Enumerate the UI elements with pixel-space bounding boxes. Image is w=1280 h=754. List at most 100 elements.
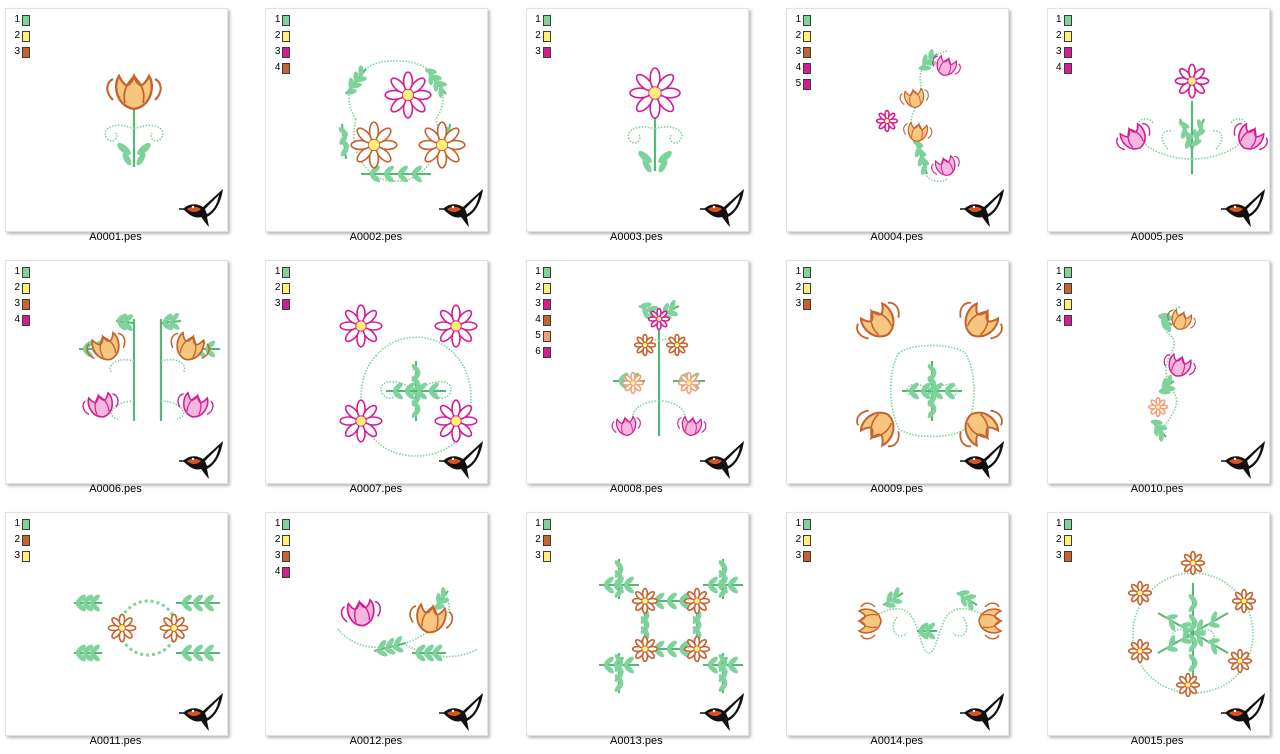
embroidery-design-preview [856, 301, 1004, 448]
thread-color-list: 1 2 3 4 [272, 12, 291, 76]
embroidery-thumbnail[interactable]: 1 2 3 [525, 512, 749, 736]
thread-color-chip [542, 534, 551, 546]
thread-color-chip [22, 30, 30, 42]
file-tile[interactable]: 1 2 3 A0003.pes [521, 0, 781, 250]
thread-color-chip [542, 518, 551, 530]
file-tile[interactable]: 1 2 3 A0001.pes [0, 0, 260, 250]
embroidery-thumbnail[interactable]: 1 2 3 [1046, 512, 1270, 736]
file-name-label[interactable]: A0004.pes [870, 231, 923, 243]
thread-color-row: 1 [533, 12, 551, 28]
file-name-label[interactable]: A0012.pes [349, 735, 403, 747]
thread-color-list: 1 2 3 4 5 [793, 12, 812, 92]
thread-color-row: 5 [533, 328, 551, 344]
thread-color-row: 1 [272, 12, 291, 28]
thread-color-row: 3 [272, 44, 291, 60]
embroidery-thumbnail[interactable]: 1 2 3 [786, 260, 1010, 484]
thread-number: 2 [795, 282, 802, 293]
thread-number: 2 [535, 534, 541, 545]
file-tile[interactable]: 1 2 3 A0015.pes [1042, 504, 1280, 754]
embroidery-design-preview [1127, 550, 1256, 698]
thread-number: 2 [274, 282, 281, 293]
file-tile[interactable]: 1 2 3 4 A0006.pes [0, 252, 260, 502]
embroidery-thumbnail[interactable]: 1 2 3 [265, 260, 489, 484]
file-name-label[interactable]: A0009.pes [870, 483, 923, 495]
thread-color-row: 1 [1054, 12, 1072, 28]
file-name-label[interactable]: A0015.pes [1130, 735, 1184, 747]
thread-color-row: 1 [12, 12, 30, 28]
file-tile[interactable]: 1 2 3 A0011.pes [0, 504, 260, 754]
thread-number: 2 [1056, 30, 1062, 41]
thread-color-chip [803, 282, 812, 294]
file-tile[interactable]: 1 2 3 A0007.pes [260, 252, 520, 502]
hummingbird-logo-icon [699, 439, 746, 481]
file-tile[interactable]: 1 2 3 A0013.pes [521, 504, 781, 754]
file-tile[interactable]: 1 2 3 4 5 6 A0008.pes [521, 252, 781, 502]
hummingbird-logo-icon [960, 187, 1006, 229]
thread-color-row: 1 [272, 516, 291, 532]
file-name-label[interactable]: A0010.pes [1130, 483, 1184, 495]
thread-number: 3 [795, 550, 802, 561]
thread-color-chip [1063, 266, 1072, 278]
file-tile[interactable]: 1 2 3 A0009.pes [781, 252, 1041, 502]
file-name-label[interactable]: A0006.pes [89, 483, 142, 495]
thread-color-chip [1063, 30, 1072, 42]
file-name-label[interactable]: A0014.pes [870, 735, 923, 747]
thread-number: 1 [274, 14, 281, 25]
file-name-label[interactable]: A0007.pes [349, 483, 403, 495]
embroidery-thumbnail[interactable]: 1 2 3 4 [5, 260, 228, 484]
file-name-label[interactable]: A0002.pes [349, 231, 403, 243]
thread-color-chip [282, 62, 291, 74]
file-name-label[interactable]: A0003.pes [609, 231, 663, 243]
thread-color-row: 1 [1054, 264, 1072, 280]
thread-color-row: 4 [272, 60, 291, 76]
file-tile[interactable]: 1 2 3 4 5 A0004.pes [781, 0, 1041, 250]
embroidery-design-preview [79, 313, 220, 421]
thread-number: 1 [274, 518, 281, 529]
embroidery-thumbnail[interactable]: 1 2 3 [525, 8, 749, 232]
embroidery-thumbnail[interactable]: 1 2 3 [5, 8, 228, 232]
embroidery-thumbnail[interactable]: 1 2 3 4 [1046, 8, 1270, 232]
thread-color-chip [803, 550, 812, 562]
embroidery-thumbnail[interactable]: 1 2 3 [5, 512, 228, 736]
thread-number: 2 [274, 30, 281, 41]
thread-color-chip [1063, 518, 1072, 530]
thread-number: 4 [14, 314, 20, 325]
embroidery-thumbnail[interactable]: 1 2 3 [786, 512, 1010, 736]
thread-number: 2 [795, 30, 802, 41]
file-name-label[interactable]: A0011.pes [89, 735, 142, 747]
embroidery-thumbnail[interactable]: 1 2 3 4 [1046, 260, 1270, 484]
file-tile[interactable]: 1 2 3 4 A0002.pes [260, 0, 520, 250]
embroidery-thumbnail[interactable]: 1 2 3 4 [265, 512, 489, 736]
file-tile[interactable]: 1 2 3 A0014.pes [781, 504, 1041, 754]
embroidery-thumbnail[interactable]: 1 2 3 4 5 [786, 8, 1010, 232]
thread-color-chip [282, 46, 291, 58]
file-name-label[interactable]: A0001.pes [89, 231, 142, 243]
thread-number: 1 [795, 14, 802, 25]
file-name-label[interactable]: A0005.pes [1130, 231, 1184, 243]
thread-color-row: 2 [533, 532, 551, 548]
embroidery-design-preview [104, 72, 164, 167]
thread-number: 2 [795, 534, 802, 545]
embroidery-thumbnail[interactable]: 1 2 3 4 [265, 8, 489, 232]
file-name-label[interactable]: A0013.pes [609, 735, 663, 747]
thread-color-chip [282, 534, 291, 546]
thread-color-chip [1063, 282, 1072, 294]
thread-number: 3 [274, 46, 281, 57]
file-tile[interactable]: 1 2 3 4 A0010.pes [1042, 252, 1280, 502]
thread-color-chip [1063, 534, 1072, 546]
thread-color-chip [282, 266, 291, 278]
thread-color-row: 1 [533, 264, 551, 280]
thread-number: 3 [1056, 298, 1062, 309]
embroidery-thumbnail[interactable]: 1 2 3 4 5 6 [525, 260, 749, 484]
thread-number: 3 [795, 46, 802, 57]
thread-color-chip [22, 298, 30, 310]
file-name-label[interactable]: A0008.pes [609, 483, 663, 495]
file-tile[interactable]: 1 2 3 4 A0012.pes [260, 504, 520, 754]
thread-color-chip [1063, 314, 1072, 326]
thread-color-chip [803, 534, 812, 546]
thread-number: 2 [1056, 282, 1062, 293]
thread-number: 2 [14, 534, 20, 545]
hummingbird-logo-icon [439, 691, 485, 733]
thread-color-row: 3 [533, 44, 551, 60]
file-tile[interactable]: 1 2 3 4 A0005.pes [1042, 0, 1280, 250]
